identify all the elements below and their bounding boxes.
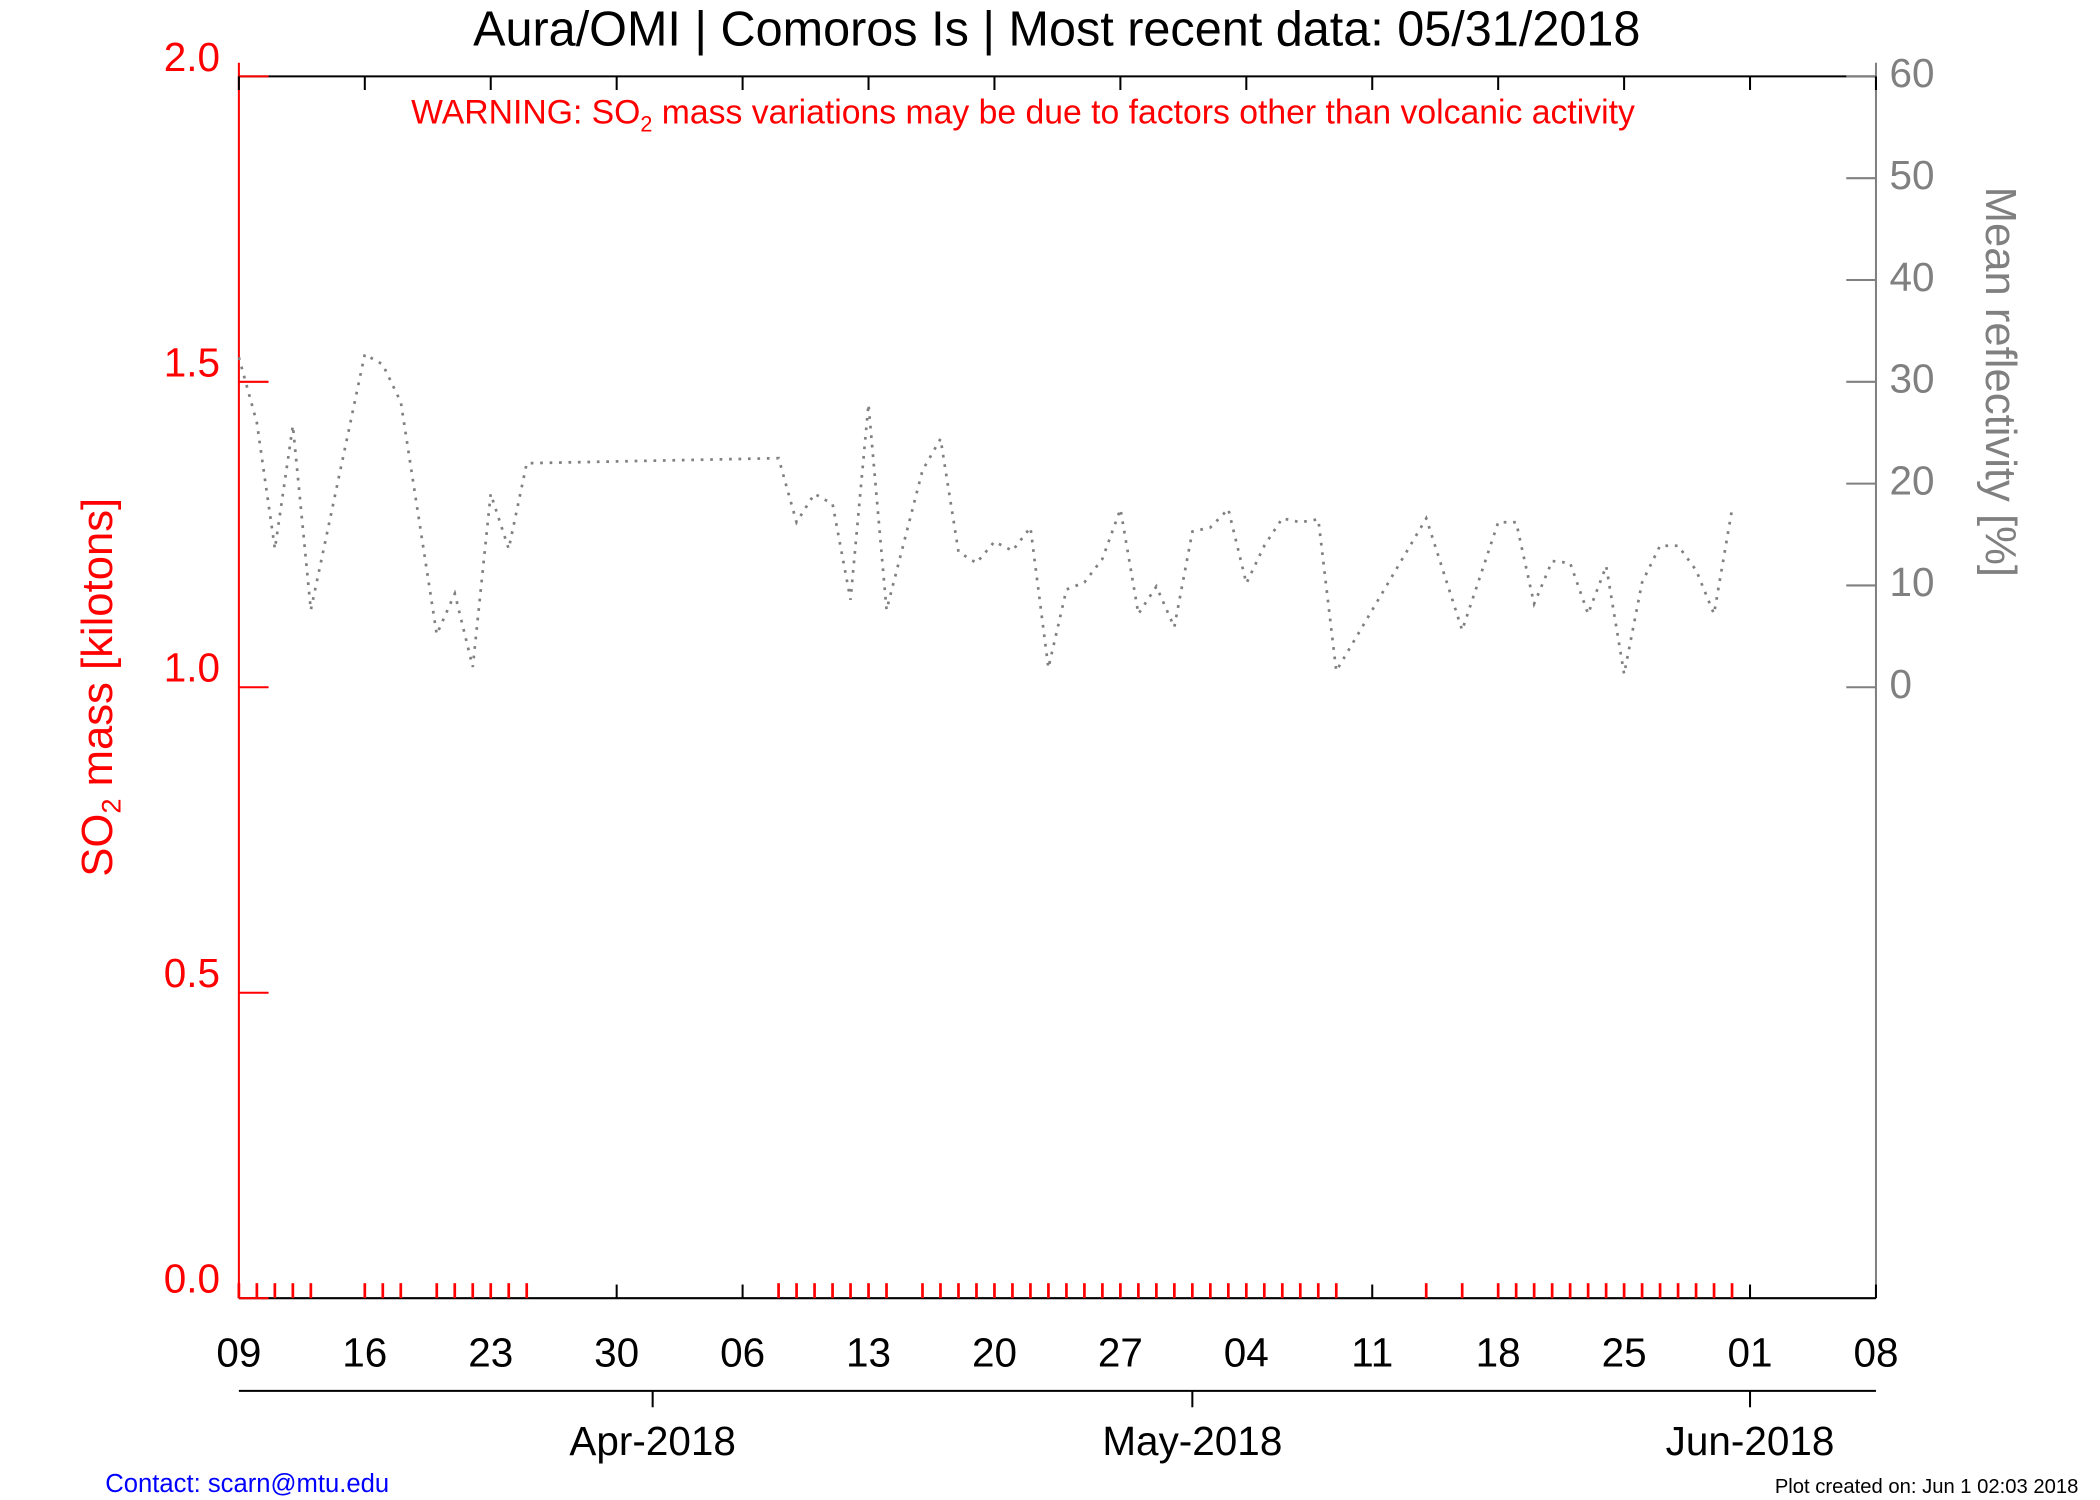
x-tick-label: 06 bbox=[720, 1329, 765, 1375]
month-label: May-2018 bbox=[1102, 1418, 1282, 1464]
chart-title: Aura/OMI | Comoros Is | Most recent data… bbox=[473, 2, 1640, 56]
y2-tick-label: 40 bbox=[1889, 254, 1934, 300]
y-tick-label: 2.0 bbox=[164, 34, 220, 80]
y-tick-label: 0.0 bbox=[164, 1255, 220, 1301]
reflectivity-line bbox=[237, 352, 1734, 676]
month-label: Jun-2018 bbox=[1666, 1418, 1835, 1464]
x-tick-label: 25 bbox=[1602, 1329, 1647, 1375]
y-axis-label: SO2 mass [kilotons] bbox=[75, 498, 127, 877]
warning-text: mass variations may be due to factors ot… bbox=[652, 93, 1634, 131]
x-tick-label: 16 bbox=[342, 1329, 387, 1375]
x-tick-label: 01 bbox=[1728, 1329, 1773, 1375]
label-text: SO bbox=[75, 814, 123, 877]
month-label: Apr-2018 bbox=[569, 1418, 736, 1464]
y2-tick-label: 30 bbox=[1889, 355, 1934, 401]
y-tick-label: 0.5 bbox=[164, 950, 220, 996]
warning-text: WARNING: SO bbox=[411, 93, 640, 131]
y2-tick-label: 50 bbox=[1889, 152, 1934, 198]
warning: WARNING: SO2 mass variations may be due … bbox=[411, 93, 1635, 136]
x-tick-label: 30 bbox=[594, 1329, 639, 1375]
y2-tick-label: 0 bbox=[1889, 661, 1912, 707]
y2-tick-label: 60 bbox=[1889, 50, 1934, 96]
x-tick-label: 27 bbox=[1098, 1329, 1143, 1375]
y2-tick-label: 20 bbox=[1889, 457, 1934, 503]
x-tick-label: 18 bbox=[1476, 1329, 1521, 1375]
label-sub: 2 bbox=[96, 798, 127, 813]
y-tick-label: 1.5 bbox=[164, 339, 220, 385]
x-tick-label: 04 bbox=[1224, 1329, 1269, 1375]
warning-sub: 2 bbox=[640, 111, 652, 136]
x-tick-label: 23 bbox=[468, 1329, 513, 1375]
created-note: Plot created on: Jun 1 02:03 2018 bbox=[1775, 1476, 2079, 1498]
x-tick-label: 11 bbox=[1351, 1329, 1393, 1375]
label-text: mass [kilotons] bbox=[75, 498, 123, 799]
y2-axis-label: Mean reflectivity [%] bbox=[1976, 187, 2024, 577]
x-tick-label: 13 bbox=[846, 1329, 891, 1375]
y-tick-label: 1.0 bbox=[164, 645, 220, 691]
y2-tick-label: 10 bbox=[1889, 559, 1934, 605]
x-tick-label: 20 bbox=[972, 1329, 1017, 1375]
x-tick-label: 09 bbox=[216, 1329, 261, 1375]
x-tick-label: 08 bbox=[1853, 1329, 1898, 1375]
contact: Contact: scarn@mtu.edu bbox=[105, 1470, 389, 1498]
